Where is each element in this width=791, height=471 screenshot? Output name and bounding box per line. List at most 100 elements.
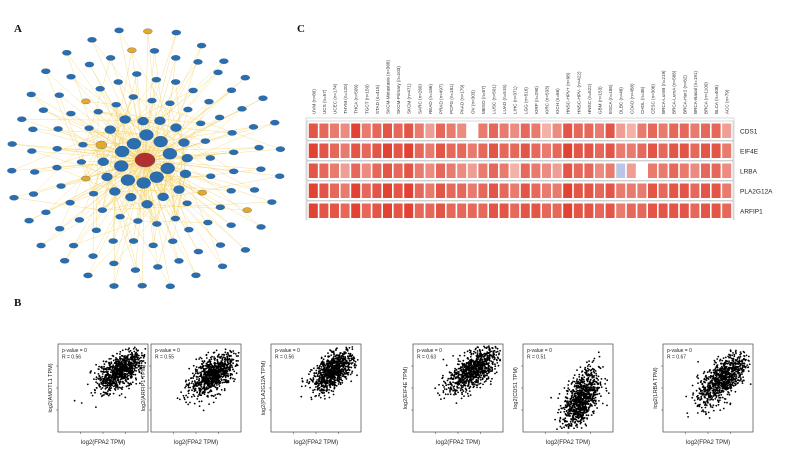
heatmap-column-label: MESO (n=87) [481,85,486,114]
scatter-point [333,360,336,363]
scatter-point [119,368,122,371]
plot-stat: p-value = 0 [527,348,552,354]
scatter-point [112,373,115,375]
network-node [87,37,97,43]
scatter-point [588,375,591,377]
scatter-point [198,381,200,383]
scatter-point [461,371,464,374]
network-node [237,106,247,112]
scatter-point [572,412,575,415]
scatter-point [123,367,126,370]
scatter-point [133,361,136,364]
scatter-point [592,392,595,395]
scatter-point [478,383,480,385]
scatter-point [597,375,600,378]
scatter-point [586,365,589,367]
scatter-point [232,377,234,380]
scatter-point [476,386,478,389]
scatter-point [332,350,335,353]
scatter-point [136,366,138,369]
scatter-point [477,370,479,373]
heatmap-column-label: LIHC (n=371) [513,86,518,114]
scatter-point [455,389,458,392]
scatter-point [600,395,602,398]
scatter-point [203,381,206,383]
scatter-point [132,347,135,350]
scatter-point [210,373,212,376]
scatter-point [487,357,489,359]
scatter-point [486,346,489,348]
network-node [56,183,66,189]
scatter-point [467,369,470,372]
heatmap-column-label: PAAD (n=179) [460,84,465,114]
scatter-point [212,365,215,368]
scatter-point [125,356,127,359]
network-node [174,258,184,264]
scatter-point [344,373,346,375]
scatter-point [131,370,133,373]
scatter-point [114,377,117,380]
scatter-point [452,381,454,384]
scatter-point [729,364,732,366]
scatter-point [321,376,323,379]
scatter-point [128,347,130,350]
scatter-point [593,374,595,377]
heatmap-cell [351,123,361,138]
heatmap-cell [414,183,424,198]
scatter-point [210,390,213,393]
heatmap-cell [595,123,604,138]
scatter-point [591,375,594,378]
scatter-point [122,375,125,378]
heatmap-column-label: BRCA-LumA (n=568) [672,70,677,114]
scatter-point [327,375,330,378]
scatter-point [579,381,581,384]
scatter-point [103,384,105,387]
scatter-point [582,399,584,402]
scatter-point [566,424,569,426]
scatter-point [123,362,126,365]
scatter-point [348,357,351,360]
scatter-point [582,378,585,381]
scatter-point [579,402,581,404]
heatmap-cell [520,203,530,218]
scatter-point [348,363,350,366]
network-node [173,185,185,194]
scatter-point [491,368,494,371]
scatter-point [333,362,335,365]
scatter-point [458,382,461,385]
scatter-point [341,379,344,382]
scatter-point [487,377,490,380]
scatter-point [326,376,328,379]
scatter-point [582,413,585,416]
scatter-point [559,420,561,423]
scatter-point [442,390,445,392]
y-axis-label: log2(ARFIP1 TPM) [141,365,147,412]
scatter-point [346,369,349,372]
scatter-point [306,381,308,384]
scatter-point [588,380,591,383]
scatter-point [569,406,572,408]
scatter-point [227,359,230,361]
scatter-point [300,395,303,398]
scatter-point [115,361,118,364]
network-node [191,272,201,279]
scatter-point [563,426,565,429]
scatter-point [321,385,324,388]
scatter-point [335,384,338,387]
heatmap-cell [446,143,456,158]
scatter-point [332,390,335,393]
scatter-point [327,370,329,373]
scatter-point [140,362,143,364]
scatter-point [131,381,134,384]
scatter-point [134,353,137,356]
network-node [151,76,162,83]
heatmap-column-label: SKCM-Metastasis (n=368) [386,60,391,114]
scatter-point [477,358,479,361]
scatter-point [344,366,347,368]
scatter-point [144,362,147,364]
heatmap-cell [573,163,583,178]
scatter-point [190,395,193,398]
scatter-point [489,368,491,371]
heatmap-cell [499,203,509,218]
scatter-point [331,351,333,354]
